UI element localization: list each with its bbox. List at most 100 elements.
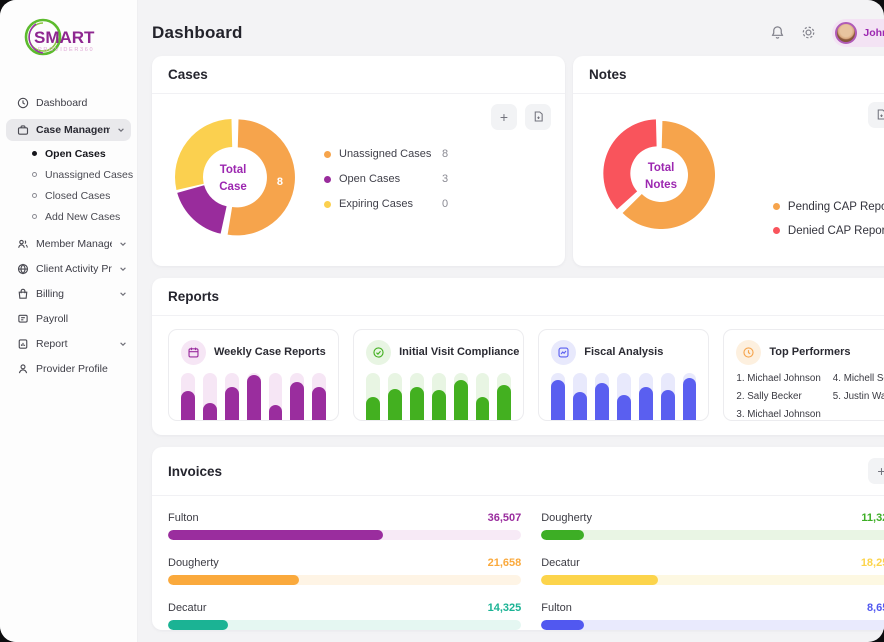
notes-card: Notes Total Notes: [573, 55, 884, 266]
fiscal-analysis-tile[interactable]: Fiscal Analysis: [538, 328, 710, 421]
bullet-icon: [32, 151, 37, 156]
legend-item: Denied CAP Report: [772, 225, 884, 237]
reports-card-header: Reports: [152, 278, 884, 316]
legend-dot: [772, 203, 780, 211]
page-title: Dashboard: [152, 22, 243, 42]
bag-icon: [17, 288, 29, 300]
invoices-card: Invoices + Fulton 36,507 Dougherty 21,658 …: [152, 447, 884, 630]
dashboard-icon: [17, 97, 29, 109]
performer: 2. Sally Becker: [736, 390, 802, 402]
sidebar-item-billing[interactable]: Billing: [0, 281, 137, 306]
chevron-down-icon: [119, 240, 127, 248]
sidebar-item-label: Payroll: [36, 312, 69, 325]
sidebar: SMART PROVIDER360 Dashboard Case Managem…: [0, 0, 138, 642]
sidebar-subitem-closed-cases[interactable]: Closed Cases: [0, 185, 137, 206]
bullet-icon: [32, 214, 37, 219]
invoice-bar: [168, 620, 522, 630]
sidebar-item-report[interactable]: Report: [0, 331, 137, 356]
sidebar-item-provider-profile[interactable]: Provider Profile: [0, 356, 137, 381]
user-name: John: [863, 26, 884, 39]
invoice-bar: [168, 530, 522, 540]
invoice-bar: [541, 530, 884, 540]
sidebar-item-label: Dashboard: [36, 96, 88, 109]
performer: 5. Justin Warren: [832, 390, 884, 402]
notes-card-header: Notes: [573, 56, 884, 94]
sidebar-item-label: Report: [36, 337, 68, 350]
bullet-icon: [32, 193, 37, 198]
users-icon: [17, 238, 29, 250]
invoice-list: Fulton 36,507 Dougherty 21,658 Decatur 14,3…: [152, 496, 884, 630]
sidebar-item-case-management[interactable]: Case Manageme...: [6, 119, 131, 141]
reports-card: Reports Weekly Case Reports: [152, 277, 884, 435]
legend-item: Expiring Cases 0: [324, 198, 448, 210]
clock-icon: [736, 339, 762, 365]
notifications-bell-icon[interactable]: [770, 25, 785, 40]
sidebar-subitem-unassigned-cases[interactable]: Unassigned Cases: [0, 164, 137, 185]
cases-card: Cases + Total Case: [152, 55, 565, 266]
export-file-icon: [534, 111, 543, 122]
payroll-icon: [17, 313, 29, 325]
sidebar-subitem-open-cases[interactable]: Open Cases: [0, 143, 137, 164]
initial-visit-compliance-tile[interactable]: Initial Visit Compliance: [353, 328, 525, 421]
sidebar-item-payroll[interactable]: Payroll: [0, 306, 137, 331]
sidebar-subitem-add-new-cases[interactable]: Add New Cases: [0, 206, 137, 227]
fiscal-analysis-chart: [551, 372, 697, 420]
invoices-title: Invoices: [168, 463, 223, 479]
weekly-case-reports-chart: [181, 372, 327, 420]
add-case-button[interactable]: +: [491, 103, 517, 130]
legend-item: Open Cases 3: [324, 173, 448, 185]
calendar-icon: [181, 339, 206, 365]
settings-gear-icon[interactable]: [801, 25, 816, 40]
invoice-bar: [168, 575, 522, 585]
invoices-card-header: Invoices +: [152, 447, 884, 496]
notes-legend: Pending CAP Report Denied CAP Report: [772, 201, 884, 237]
weekly-case-reports-tile[interactable]: Weekly Case Reports: [168, 328, 340, 421]
logo: SMART PROVIDER360: [0, 8, 137, 66]
sidebar-item-dashboard[interactable]: Dashboard: [0, 90, 137, 115]
sidebar-item-client-activity[interactable]: Client Activity Pro...: [0, 256, 137, 281]
sidebar-item-member-management[interactable]: Member Manage...: [0, 231, 137, 256]
legend-dot: [772, 227, 780, 235]
avatar: [835, 21, 858, 44]
initial-visit-compliance-chart: [366, 372, 512, 420]
cases-legend: Unassigned Cases 8 Open Cases 3 Expiring…: [324, 148, 448, 210]
export-file-icon: [877, 109, 884, 120]
report-icon: [17, 338, 29, 350]
notes-donut-chart: Total Notes: [602, 116, 720, 239]
top-performers-list: 1. Michael Johnson 2. Sally Becker 3. Mi…: [736, 372, 884, 420]
invoice-row: Dougherty 21,658: [168, 557, 522, 585]
user-icon: [17, 363, 29, 375]
chevron-down-icon: [119, 340, 127, 348]
add-invoice-button[interactable]: +: [868, 458, 884, 484]
compliance-check-icon: [366, 339, 392, 365]
export-notes-button[interactable]: [868, 101, 884, 128]
user-menu[interactable]: John: [832, 18, 884, 47]
cases-title: Cases: [168, 66, 208, 82]
sidebar-nav: Dashboard Case Manageme... Open Cases Un…: [0, 90, 137, 381]
chevron-down-icon: [117, 126, 125, 134]
notes-title: Notes: [589, 66, 627, 82]
sidebar-item-label: Provider Profile: [36, 362, 108, 375]
legend-item: Unassigned Cases 8: [324, 148, 448, 160]
sidebar-item-label: Billing: [36, 287, 65, 300]
performer: 1. Michael Johnson: [736, 372, 821, 384]
topbar: Dashboard John: [152, 14, 884, 52]
sidebar-item-label: Member Manage...: [36, 237, 112, 250]
legend-item: Pending CAP Report: [772, 201, 884, 213]
performer: 3. Michael Johnson: [736, 408, 821, 420]
cases-slice-value: 8: [276, 175, 283, 188]
chart-line-icon: [551, 339, 577, 365]
cases-donut-chart: Total Case 8: [170, 114, 296, 245]
svg-text:PROVIDER360: PROVIDER360: [38, 47, 94, 53]
top-performers-tile[interactable]: Top Performers 1. Michael Johnson 2. Sal…: [723, 328, 884, 421]
cases-card-header: Cases: [152, 56, 565, 94]
svg-text:SMART: SMART: [34, 28, 95, 47]
export-cases-button[interactable]: [525, 103, 551, 130]
invoice-bar: [541, 620, 884, 630]
invoice-bar: [541, 575, 884, 585]
briefcase-icon: [17, 124, 29, 136]
